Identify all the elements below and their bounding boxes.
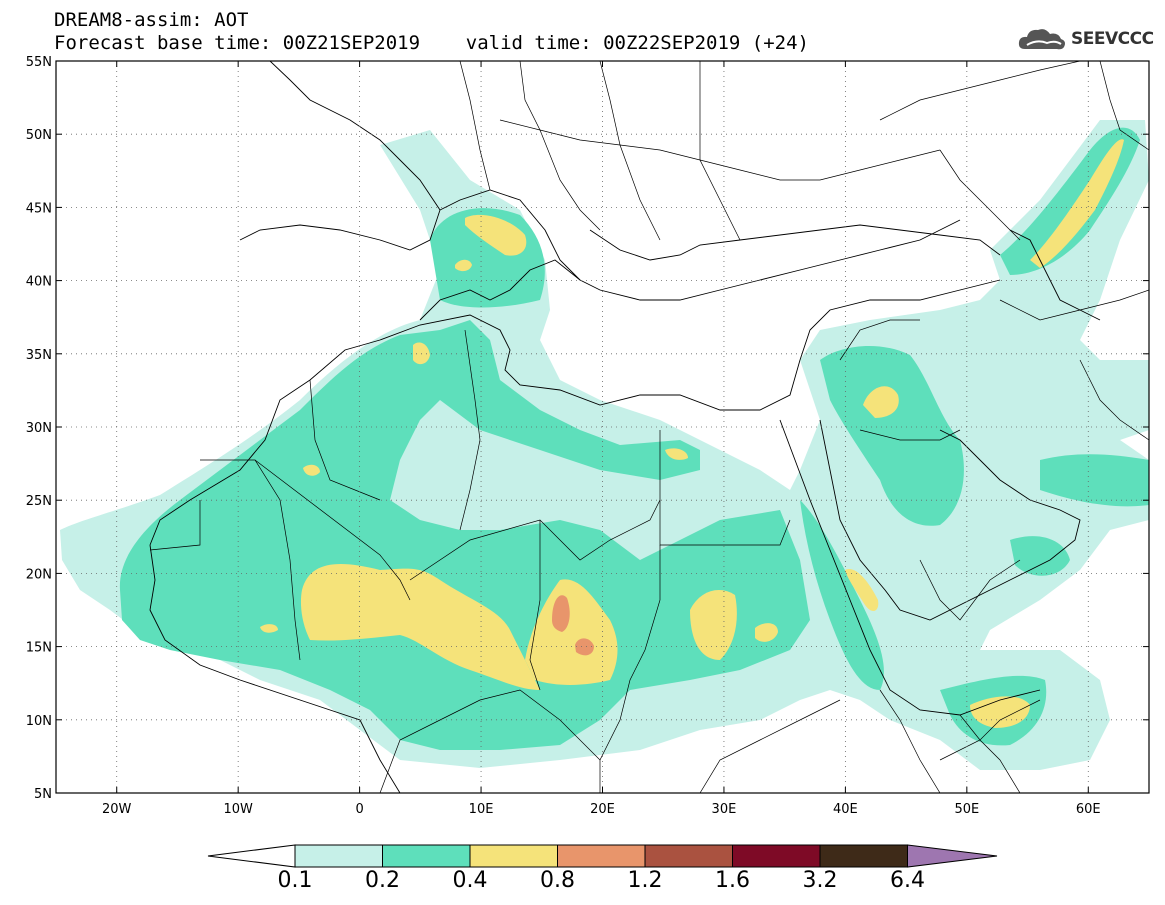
colorbar-segment xyxy=(557,844,646,868)
graticule xyxy=(56,61,1149,793)
lon-label: 20E xyxy=(590,802,615,817)
colorbar xyxy=(207,844,998,868)
colorbar-label: 3.2 xyxy=(802,868,838,893)
lon-label: 10E xyxy=(469,802,494,817)
seevccc-logo: SEEVCCC xyxy=(1017,24,1157,54)
colorbar-segment xyxy=(644,844,733,868)
lat-label: 35N xyxy=(26,348,52,363)
latitude-labels: 55N 50N 45N 40N 35N 30N 25N 20N 15N 10N 5N xyxy=(26,55,52,802)
lat-label: 40N xyxy=(26,275,52,290)
lon-label: 50E xyxy=(954,802,979,817)
colorbar-under-arrow xyxy=(207,844,296,868)
lat-label: 45N xyxy=(26,201,52,216)
colorbar-label: 0.1 xyxy=(277,868,313,893)
colorbar-segment xyxy=(294,844,383,868)
colorbar-label: 0.8 xyxy=(540,868,575,893)
lat-label: 20N xyxy=(26,567,52,582)
lon-label: 10W xyxy=(223,802,253,817)
colorbar-label: 6.4 xyxy=(890,868,925,893)
lon-label: 40E xyxy=(833,802,858,817)
lat-label: 5N xyxy=(34,787,52,802)
cloud-icon xyxy=(1018,29,1065,50)
coastlines xyxy=(149,61,1101,793)
colorbar-label: 0.2 xyxy=(365,868,400,893)
colorbar-label: 1.2 xyxy=(627,868,663,893)
colorbar-label: 0.4 xyxy=(452,868,488,893)
colorbar-segment xyxy=(732,844,821,868)
logo-text: SEEVCCC xyxy=(1071,29,1154,49)
colorbar-segment xyxy=(819,844,908,868)
colorbar-label: 1.6 xyxy=(715,868,750,893)
map-title: DREAM8-assim: AOT xyxy=(54,9,249,31)
lon-label: 20W xyxy=(102,802,132,817)
axis-ticks xyxy=(56,60,1149,794)
lat-label: 50N xyxy=(26,128,52,143)
aot-level-0-4 xyxy=(260,139,1124,728)
lat-label: 10N xyxy=(26,714,52,729)
aot-level-0-8 xyxy=(552,595,594,656)
colorbar-segment xyxy=(469,844,558,868)
lat-label: 25N xyxy=(26,494,52,509)
country-borders xyxy=(149,61,1149,793)
colorbar-over-arrow xyxy=(907,844,998,868)
lat-label: 15N xyxy=(26,641,52,656)
lat-label: 30N xyxy=(26,421,52,436)
colorbar-segment xyxy=(382,844,471,868)
lon-label: 30E xyxy=(712,802,737,817)
aot-level-0-2 xyxy=(119,127,1149,750)
longitude-labels: 20W 10W 0 10E 20E 30E 40E 50E 60E xyxy=(102,802,1101,817)
lat-label: 55N xyxy=(26,55,52,70)
lon-label: 60E xyxy=(1076,802,1101,817)
lon-label: 0 xyxy=(355,802,363,817)
aot-field xyxy=(60,120,1149,770)
forecast-time-line: Forecast base time: 00Z21SEP2019 valid t… xyxy=(54,32,809,54)
